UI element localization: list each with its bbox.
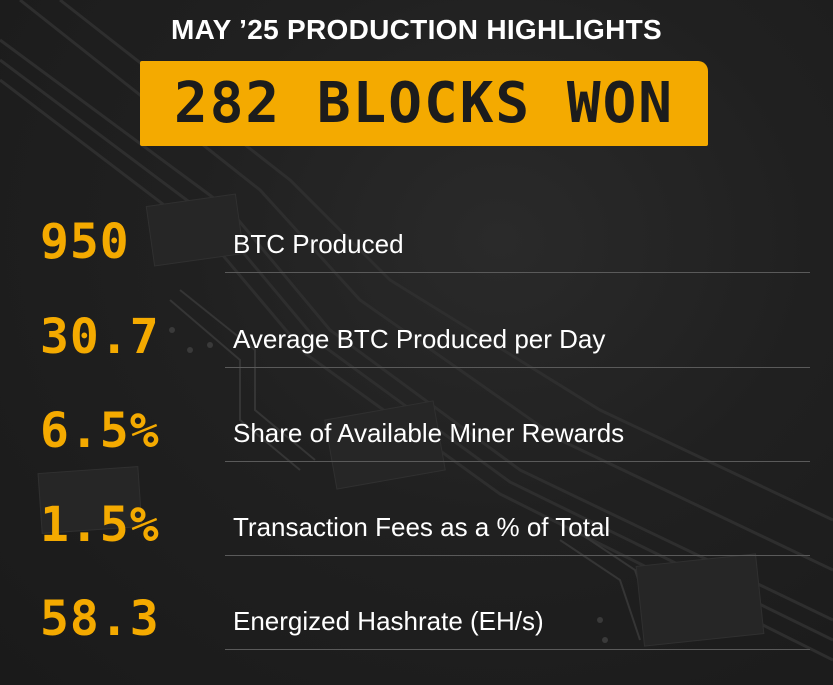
metric-row-btc-produced: 950 BTC Produced — [40, 214, 810, 274]
metric-value: 1.5% — [40, 497, 160, 553]
metric-value: 30.7 — [40, 309, 160, 365]
metric-label: Transaction Fees as a % of Total — [233, 512, 611, 542]
blocks-won-text: 282 BLOCKS WON — [173, 71, 674, 136]
metric-label: Share of Available Miner Rewards — [233, 418, 625, 448]
metric-divider — [225, 367, 810, 368]
metric-divider — [225, 555, 810, 556]
metric-row-energized-hashrate: 58.3 Energized Hashrate (EH/s) — [40, 591, 810, 651]
metric-divider — [225, 649, 810, 650]
metric-row-transaction-fees: 1.5% Transaction Fees as a % of Total — [40, 497, 810, 557]
metric-label: Energized Hashrate (EH/s) — [233, 606, 544, 636]
metric-label: Average BTC Produced per Day — [233, 324, 606, 354]
metric-label: BTC Produced — [233, 229, 404, 259]
metric-row-average-btc-per-day: 30.7 Average BTC Produced per Day — [40, 309, 810, 369]
metric-row-miner-rewards-share: 6.5% Share of Available Miner Rewards — [40, 403, 810, 463]
metric-divider — [225, 461, 810, 462]
metric-value: 950 — [40, 214, 130, 270]
page-title: MAY ’25 PRODUCTION HIGHLIGHTS — [171, 14, 662, 45]
metric-value: 58.3 — [40, 591, 160, 647]
metric-value: 6.5% — [40, 403, 160, 459]
blocks-won-banner: 282 BLOCKS WON — [140, 61, 708, 146]
metric-divider — [225, 272, 810, 273]
